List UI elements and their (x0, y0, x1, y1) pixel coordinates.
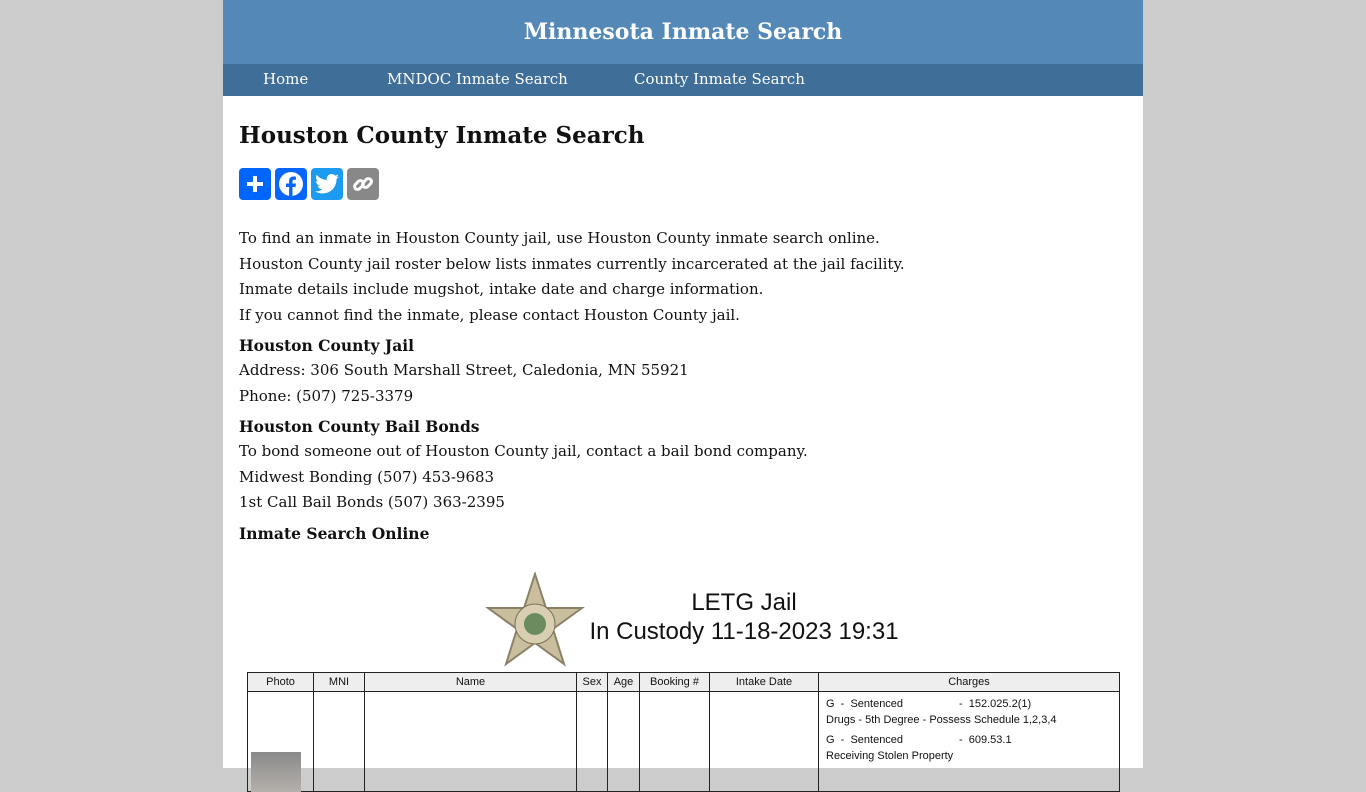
roster-timestamp: In Custody 11-18-2023 19:31 (589, 617, 899, 645)
intro-line: If you cannot find the inmate, please co… (239, 305, 740, 324)
nav-bar: Home MNDOC Inmate Search County Inmate S… (223, 64, 1143, 96)
intro-line: Inmate details include mugshot, intake d… (239, 280, 764, 298)
bail-line: Midwest Bonding (507) 453-9683 (239, 467, 495, 486)
inmate-roster-table: Photo MNI Name Sex Age Booking # Intake … (247, 671, 1120, 792)
col-charges: Charges (818, 671, 1120, 692)
nav-mndoc-inmate-search[interactable]: MNDOC Inmate Search (387, 70, 568, 88)
nav-county-inmate-search[interactable]: County Inmate Search (634, 70, 805, 88)
col-booking: Booking # (639, 671, 710, 692)
copy-link-button[interactable] (347, 168, 379, 200)
intro-line: Houston County jail roster below lists i… (239, 254, 905, 273)
bail-line: To bond someone out of Houston County ja… (239, 442, 808, 460)
facebook-icon (279, 172, 303, 197)
mugshot[interactable] (251, 751, 301, 792)
bail-line: 1st Call Bail Bonds (507) 363-2395 (239, 493, 505, 511)
table-row: G - Sentenced - 152.025.2(1) Drugs - 5th … (247, 690, 1120, 792)
col-photo: Photo (247, 671, 314, 692)
page-title: Houston County Inmate Search (239, 122, 645, 149)
jail-phone: Phone: (507) 725-3379 (239, 386, 414, 405)
jail-address: Address: 306 South Marshall Street, Cale… (239, 361, 689, 379)
twitter-icon (315, 173, 339, 194)
charge-status: G - Sentenced - 152.025.2(1) (826, 697, 1032, 710)
col-name: Name (364, 671, 577, 692)
twitter-share-button[interactable] (311, 168, 343, 200)
page: Minnesota Inmate Search Home MNDOC Inmat… (223, 0, 1143, 792)
sheriff-badge-logo (485, 571, 585, 667)
charge-description: Drugs - 5th Degree - Possess Schedule 1,… (826, 713, 1057, 726)
share-button[interactable] (239, 168, 271, 200)
col-mni: MNI (313, 671, 365, 692)
bail-heading: Houston County Bail Bonds (239, 417, 480, 436)
roster-frame: LETG Jail In Custody 11-18-2023 19:31 Pho… (239, 546, 1127, 792)
charge-status: G - Sentenced - 609.53.1 (826, 733, 1012, 746)
intro-line: To find an inmate in Houston County jail… (239, 229, 880, 247)
jail-heading: Houston County Jail (239, 336, 415, 355)
col-sex: Sex (576, 671, 608, 692)
site-title: Minnesota Inmate Search (223, 0, 1143, 64)
facebook-share-button[interactable] (275, 168, 307, 200)
charge-description: Receiving Stolen Property (826, 749, 954, 762)
col-age: Age (607, 671, 640, 692)
nav-home[interactable]: Home (263, 70, 309, 88)
roster-title: LETG Jail (691, 588, 797, 616)
share-buttons (239, 168, 1127, 200)
online-heading: Inmate Search Online (239, 523, 430, 543)
plus-icon (247, 176, 263, 192)
col-intake-date: Intake Date (709, 671, 819, 692)
link-icon (353, 177, 373, 191)
